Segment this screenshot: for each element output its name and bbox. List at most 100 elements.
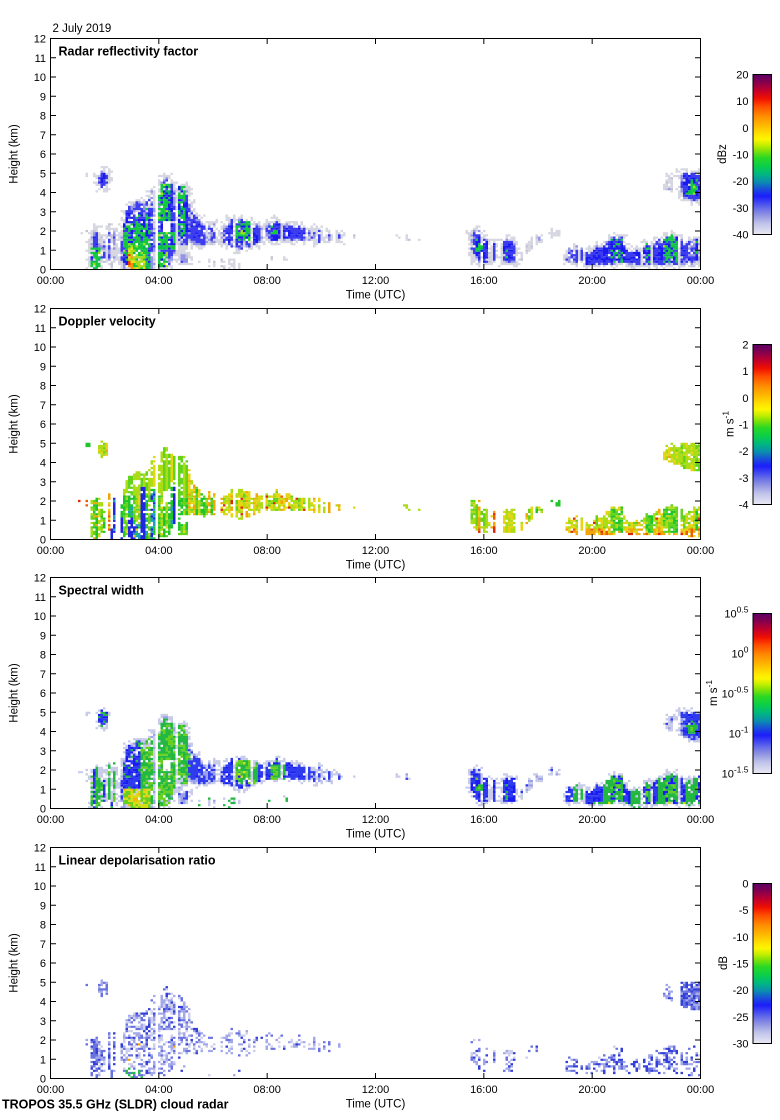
svg-text:10: 10 <box>736 96 748 108</box>
svg-text:Time (UTC): Time (UTC) <box>346 290 406 302</box>
svg-text:3: 3 <box>40 207 46 219</box>
svg-text:6: 6 <box>40 419 46 431</box>
svg-text:Height (km): Height (km) <box>9 124 21 184</box>
svg-text:Spectral width: Spectral width <box>59 584 144 598</box>
svg-text:1: 1 <box>40 784 46 796</box>
svg-text:Doppler velocity: Doppler velocity <box>59 315 156 329</box>
svg-text:9: 9 <box>40 91 46 103</box>
svg-text:5: 5 <box>40 977 46 989</box>
svg-text:00:00: 00:00 <box>37 545 65 557</box>
svg-text:04:00: 04:00 <box>145 275 173 287</box>
svg-text:9: 9 <box>40 900 46 912</box>
svg-text:16:00: 16:00 <box>470 275 498 287</box>
svg-text:0: 0 <box>40 535 46 547</box>
svg-text:TROPOS 35.5 GHz (SLDR) cloud r: TROPOS 35.5 GHz (SLDR) cloud radar <box>2 1098 229 1112</box>
svg-text:-1: -1 <box>739 420 749 432</box>
svg-text:Radar reflectivity factor: Radar reflectivity factor <box>59 45 199 59</box>
svg-text:10-1.5: 10-1.5 <box>722 765 749 781</box>
svg-text:08:00: 08:00 <box>253 1084 281 1096</box>
svg-text:-20: -20 <box>733 176 749 188</box>
svg-text:11: 11 <box>35 323 46 335</box>
svg-text:12: 12 <box>34 843 46 855</box>
svg-text:10: 10 <box>34 611 46 623</box>
svg-text:00:00: 00:00 <box>687 814 715 826</box>
svg-text:Time (UTC): Time (UTC) <box>346 829 406 841</box>
svg-text:dB: dB <box>718 956 730 970</box>
svg-text:12: 12 <box>34 34 46 46</box>
svg-text:20:00: 20:00 <box>578 814 606 826</box>
svg-text:04:00: 04:00 <box>145 545 173 557</box>
svg-text:-30: -30 <box>733 203 749 215</box>
svg-text:9: 9 <box>40 361 46 373</box>
svg-text:1: 1 <box>40 245 46 257</box>
svg-text:2: 2 <box>40 496 46 508</box>
svg-text:8: 8 <box>40 650 46 662</box>
svg-text:-4: -4 <box>739 500 749 512</box>
svg-text:04:00: 04:00 <box>145 1084 173 1096</box>
svg-text:12: 12 <box>34 573 46 585</box>
svg-text:Height (km): Height (km) <box>9 394 21 454</box>
svg-text:3: 3 <box>40 1016 46 1028</box>
svg-text:12:00: 12:00 <box>362 1084 390 1096</box>
svg-text:08:00: 08:00 <box>253 275 281 287</box>
svg-text:2: 2 <box>40 1035 46 1047</box>
svg-text:dBz: dBz <box>717 144 729 164</box>
svg-text:1: 1 <box>40 515 46 527</box>
svg-text:9: 9 <box>40 630 46 642</box>
svg-text:100: 100 <box>732 645 749 661</box>
svg-text:16:00: 16:00 <box>470 545 498 557</box>
svg-text:08:00: 08:00 <box>253 814 281 826</box>
svg-text:0: 0 <box>742 879 748 891</box>
svg-text:m s-1: m s-1 <box>704 680 720 706</box>
svg-text:20:00: 20:00 <box>578 1084 606 1096</box>
svg-text:0: 0 <box>40 265 46 277</box>
svg-text:7: 7 <box>40 130 46 142</box>
svg-text:-40: -40 <box>733 230 749 242</box>
svg-text:12: 12 <box>34 304 46 316</box>
svg-text:Time (UTC): Time (UTC) <box>346 1099 406 1111</box>
svg-text:Height (km): Height (km) <box>9 933 21 993</box>
svg-text:4: 4 <box>40 188 46 200</box>
svg-text:Height (km): Height (km) <box>9 663 21 723</box>
svg-text:-30: -30 <box>733 1039 749 1051</box>
svg-text:1: 1 <box>40 1054 46 1066</box>
svg-text:0: 0 <box>40 1074 46 1086</box>
svg-text:16:00: 16:00 <box>470 1084 498 1096</box>
svg-text:20:00: 20:00 <box>578 275 606 287</box>
svg-text:12:00: 12:00 <box>362 545 390 557</box>
svg-text:8: 8 <box>40 111 46 123</box>
svg-text:3: 3 <box>40 477 46 489</box>
svg-text:00:00: 00:00 <box>37 275 65 287</box>
svg-text:00:00: 00:00 <box>37 814 65 826</box>
svg-text:6: 6 <box>40 688 46 700</box>
svg-text:6: 6 <box>40 958 46 970</box>
svg-text:00:00: 00:00 <box>687 275 715 287</box>
svg-text:8: 8 <box>40 920 46 932</box>
svg-text:-20: -20 <box>733 985 749 997</box>
svg-text:04:00: 04:00 <box>145 814 173 826</box>
svg-text:11: 11 <box>35 592 46 604</box>
svg-text:1: 1 <box>742 366 748 378</box>
svg-text:20:00: 20:00 <box>578 545 606 557</box>
svg-text:5: 5 <box>40 707 46 719</box>
svg-text:-5: -5 <box>739 905 749 917</box>
svg-text:4: 4 <box>40 727 46 739</box>
svg-text:-25: -25 <box>733 1012 749 1024</box>
svg-text:-10: -10 <box>733 150 749 162</box>
svg-text:-3: -3 <box>739 473 749 485</box>
svg-text:20: 20 <box>736 70 748 82</box>
svg-text:7: 7 <box>40 400 46 412</box>
svg-text:4: 4 <box>40 458 46 470</box>
svg-text:16:00: 16:00 <box>470 814 498 826</box>
svg-text:Time (UTC): Time (UTC) <box>346 560 406 572</box>
svg-text:5: 5 <box>40 438 46 450</box>
svg-text:10-1: 10-1 <box>729 725 749 741</box>
svg-text:0: 0 <box>742 123 748 135</box>
svg-text:Linear depolarisation ratio: Linear depolarisation ratio <box>59 854 216 868</box>
svg-text:00:00: 00:00 <box>37 1084 65 1096</box>
svg-text:-10: -10 <box>733 932 749 944</box>
svg-text:00:00: 00:00 <box>687 545 715 557</box>
svg-text:m s-1: m s-1 <box>721 411 737 437</box>
svg-text:11: 11 <box>35 862 46 874</box>
svg-text:0: 0 <box>40 804 46 816</box>
